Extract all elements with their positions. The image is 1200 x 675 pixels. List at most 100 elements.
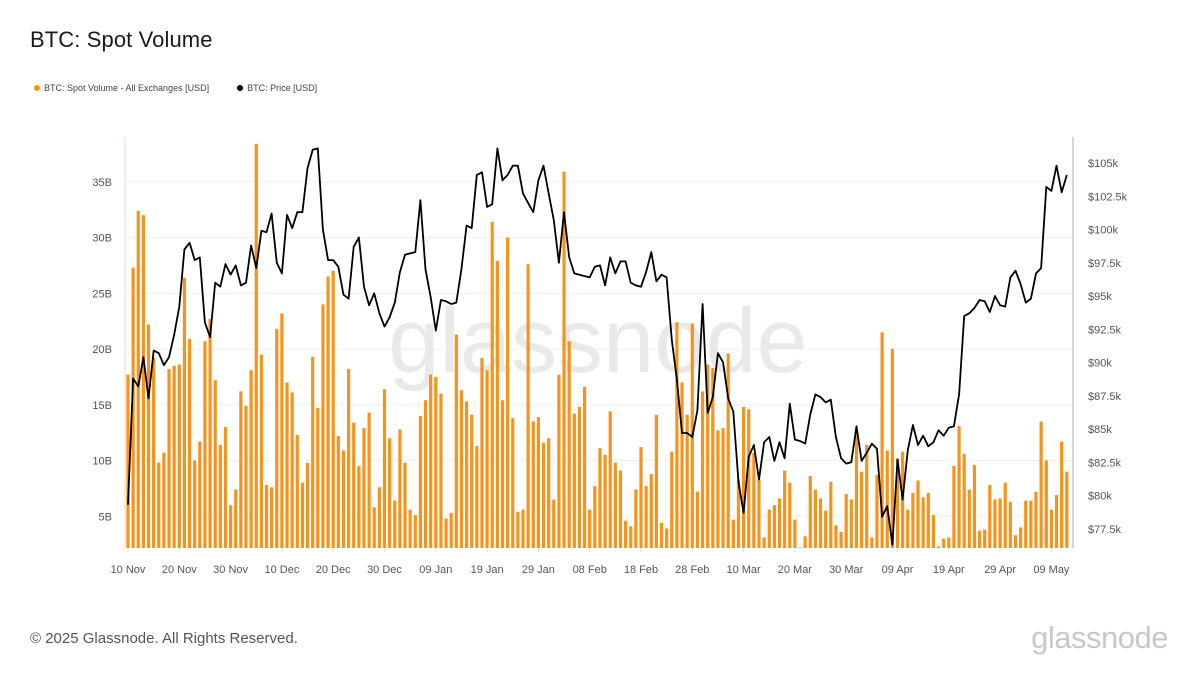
volume-bar [521,509,525,548]
glassnode-logo[interactable]: glassnode [1031,620,1168,655]
volume-bar [229,505,233,548]
y-right-tick-label: $105k [1088,158,1118,170]
y-left-tick-label: 30B [92,233,112,245]
volume-bar [162,452,166,548]
volume-bar [382,389,387,548]
volume-bar [629,526,633,548]
volume-bar [567,341,571,548]
volume-bar [613,462,617,548]
volume-bar [967,489,971,548]
watermark-text: glassnode [388,290,807,392]
volume-bar [249,370,253,548]
volume-bar [244,405,248,548]
volume-bar [624,520,628,548]
volume-bar [593,486,597,548]
volume-bar [208,318,212,548]
volume-bar [813,489,818,548]
volume-bar [957,425,961,548]
volume-bar [1060,441,1064,548]
volume-bar [1029,500,1033,548]
volume-bar [885,450,889,548]
volume-bar [167,369,171,548]
price-polyline [127,147,1068,546]
y-right-tick-label: $87.5k [1088,391,1122,403]
volume-bar [300,482,305,548]
volume-bar [700,391,705,548]
volume-bar [562,171,566,548]
legend-item-price[interactable]: BTC: Price [USD] [237,83,317,93]
y-left-tick-label: 10B [92,456,112,468]
volume-bar [670,451,674,548]
volume-bar [665,528,669,548]
volume-bar [618,470,623,548]
x-tick-label: 10 Dec [264,564,299,576]
volume-bar [906,509,910,548]
y-right-tick-label: $97.5k [1088,258,1122,270]
volume-bar [685,414,689,548]
volume-bar [331,270,335,548]
volume-bar [270,487,274,548]
volume-bar [675,322,679,548]
volume-bar [634,489,638,548]
volume-bar [598,448,602,548]
x-tick-label: 08 Feb [573,564,607,576]
volume-bar [608,411,612,548]
x-tick-label: 30 Dec [367,564,402,576]
volume-bar [875,474,879,548]
volume-bar [695,491,700,548]
x-tick-label: 20 Mar [778,564,813,576]
volume-bar [316,408,320,548]
volume-bar [552,499,556,548]
volume-bar [742,406,746,548]
y-right-tick-label: $82.5k [1088,457,1122,469]
legend-item-volume[interactable]: BTC: Spot Volume - All Exchanges [USD] [34,83,209,93]
chart-title: BTC: Spot Volume [30,27,213,52]
volume-bar [536,417,540,548]
volume-bar [275,328,279,548]
volume-bar [213,380,217,548]
volume-bar [834,525,838,548]
volume-bar [136,210,140,549]
volume-bar [357,466,361,548]
volume-bar [870,537,874,548]
x-tick-label: 30 Nov [213,564,248,576]
volume-bar [305,462,310,548]
circle-dot-icon [237,85,244,91]
volume-bar [352,422,356,548]
volume-bar [254,143,258,548]
volume-bar [988,485,992,548]
volume-bar [849,499,853,548]
volume-bar [1034,491,1038,548]
y-right-tick-label: $90k [1088,358,1112,370]
volume-bar [962,453,966,548]
volume-bar [926,492,930,548]
volume-bar [295,434,299,548]
volume-bar [434,376,438,548]
volume-bar [895,458,900,548]
volume-bar [747,409,751,548]
volume-bar [798,547,802,548]
volume-bar [177,364,181,548]
volume-bar [557,374,561,548]
volume-bar [223,427,228,548]
volume-bar [649,473,653,548]
volume-bar [234,489,238,548]
chart-legend: BTC: Spot Volume - All Exchanges [USD] B… [34,83,317,93]
volume-bar [326,276,330,548]
volume-bar [516,511,520,548]
volume-bar [716,430,720,548]
volume-bar [187,338,192,548]
volume-bar [818,498,823,548]
volume-bar [388,438,392,548]
x-tick-label: 18 Feb [624,564,658,576]
y-right-tick-label: $77.5k [1088,524,1122,536]
x-tick-label: 09 Apr [882,564,914,576]
volume-bar [757,479,761,548]
volume-bar [736,479,741,548]
volume-bar [1013,535,1018,548]
volume-bar [1008,501,1012,548]
volume-bar [752,452,756,548]
volume-bar [680,382,684,548]
volume-bar [336,435,340,548]
